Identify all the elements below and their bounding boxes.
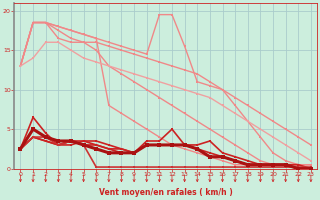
- X-axis label: Vent moyen/en rafales ( km/h ): Vent moyen/en rafales ( km/h ): [99, 188, 233, 197]
